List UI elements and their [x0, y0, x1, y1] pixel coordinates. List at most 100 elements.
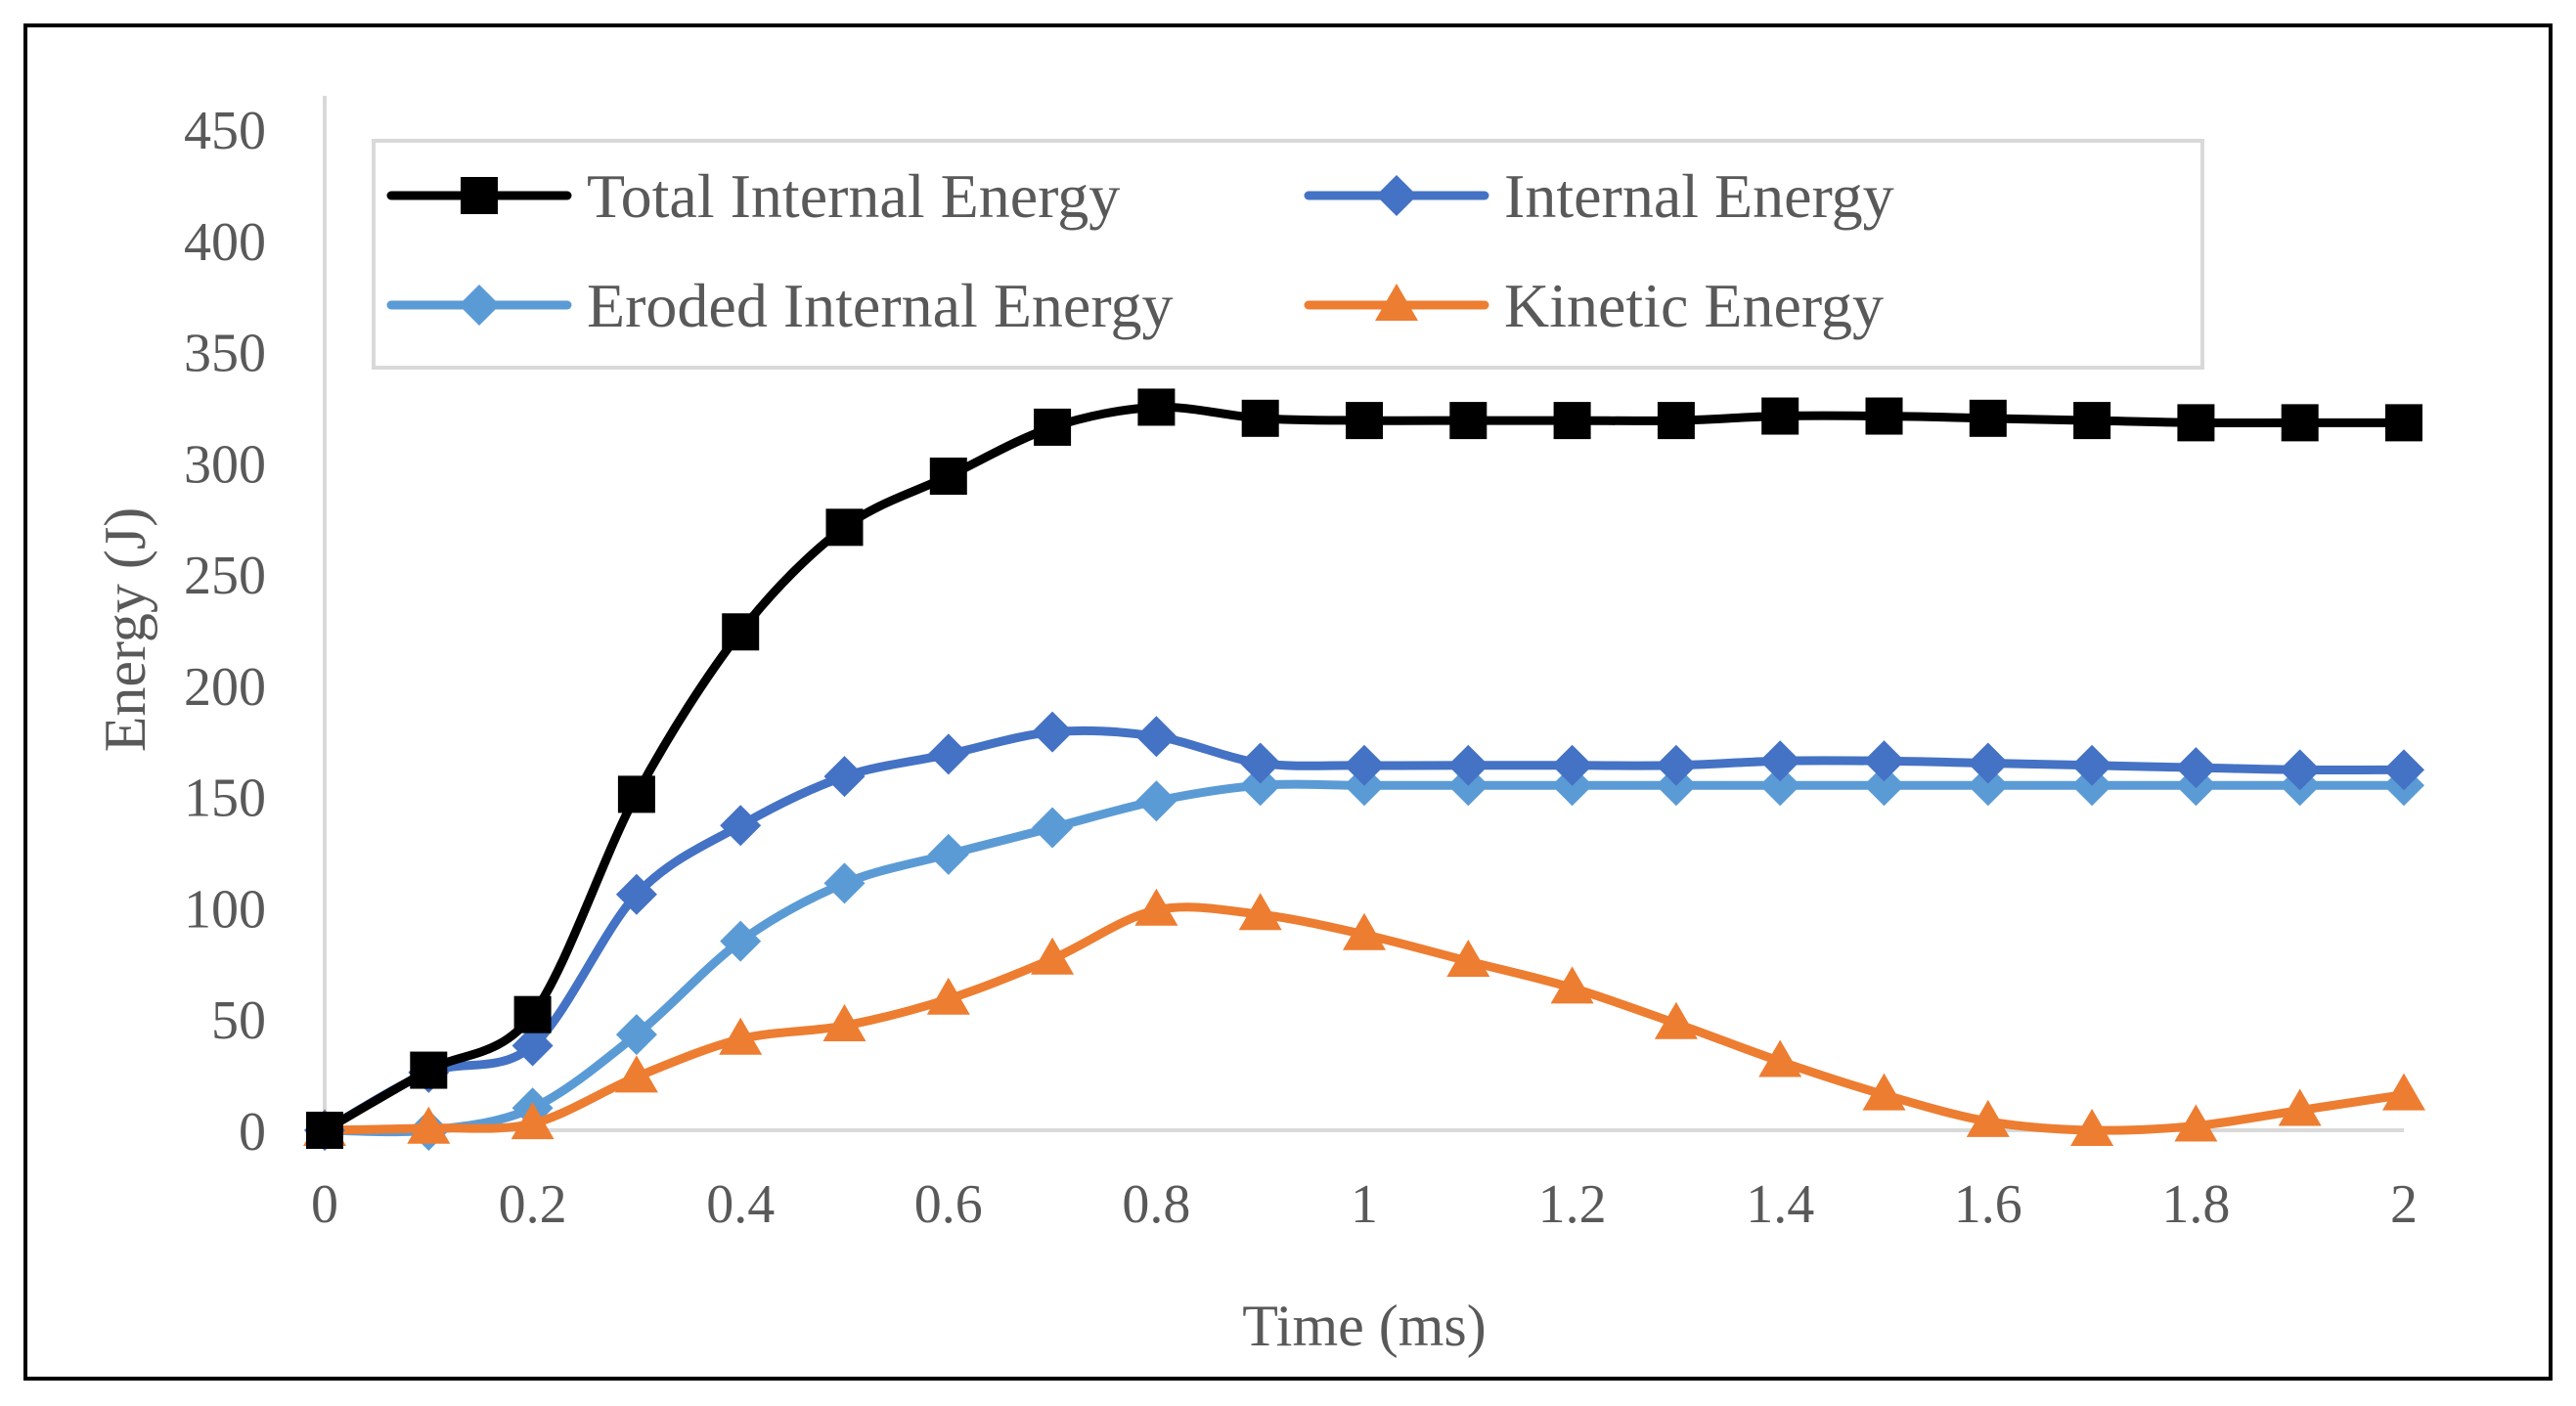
legend-entry: Eroded Internal Energy	[386, 271, 1173, 340]
y-tick-label: 200	[184, 657, 266, 718]
series-kinetic-energy	[303, 888, 2425, 1146]
data-point	[1344, 744, 1385, 786]
y-tick-label: 0	[239, 1102, 266, 1163]
data-point	[927, 733, 969, 775]
data-point	[2177, 404, 2215, 442]
y-axis-title: Energy (J)	[93, 507, 157, 753]
data-point	[719, 1017, 763, 1055]
data-point	[2073, 402, 2111, 440]
legend-label: Eroded Internal Energy	[587, 271, 1173, 340]
legend-label: Kinetic Energy	[1504, 271, 1884, 340]
data-point	[1865, 397, 1903, 435]
x-tick-label: 1	[1351, 1174, 1378, 1235]
legend-label: Internal Energy	[1504, 161, 1894, 231]
data-point	[1134, 888, 1178, 926]
legend-swatch-marker	[1376, 175, 1417, 216]
data-point	[1449, 402, 1488, 440]
y-tick-label: 50	[211, 990, 266, 1051]
data-point	[1238, 893, 1282, 931]
data-point	[825, 508, 864, 547]
data-point	[1446, 940, 1490, 978]
axes: 0 50 100 150 200 250 300 350 400 450 0 0.2 0.4 0.6 0.8…	[184, 96, 2418, 1235]
y-tick-label: 350	[184, 324, 266, 384]
data-point	[615, 873, 657, 915]
x-tick-label: 0.6	[914, 1174, 983, 1235]
legend-entry: Internal Energy	[1304, 161, 1894, 231]
data-point	[1032, 807, 1074, 849]
data-point	[2383, 749, 2424, 791]
legend-swatch-marker	[459, 285, 500, 326]
legend-swatch-marker	[1375, 284, 1418, 321]
y-tick-label: 300	[184, 434, 266, 495]
data-point	[1654, 1001, 1698, 1039]
chart-frame: 0 50 100 150 200 250 300 350 400 450 0 0.2 0.4 0.6 0.8…	[23, 23, 2553, 1381]
x-tick-label: 1.6	[1954, 1174, 2022, 1235]
energy-line-chart: 0 50 100 150 200 250 300 350 400 450 0 0.2 0.4 0.6 0.8…	[93, 96, 2425, 1358]
y-tick-label: 150	[184, 769, 266, 829]
data-point	[1346, 402, 1383, 440]
data-point	[1550, 966, 1594, 1004]
data-point	[1655, 744, 1697, 786]
data-point	[1551, 744, 1593, 786]
data-point	[1032, 711, 1074, 753]
data-point	[929, 457, 967, 495]
data-point	[1758, 1039, 1802, 1077]
data-point	[1657, 402, 1695, 440]
y-tick-label: 100	[184, 879, 266, 940]
data-point	[926, 977, 970, 1015]
data-point	[1135, 716, 1177, 758]
data-point	[1863, 765, 1905, 807]
data-point	[720, 920, 762, 962]
legend-box	[372, 139, 2204, 370]
data-point	[2174, 1104, 2218, 1142]
data-point	[927, 833, 969, 875]
data-point	[2279, 749, 2321, 791]
data-point	[1966, 1099, 2010, 1137]
data-point	[2071, 744, 2113, 786]
y-tick-label: 250	[184, 546, 266, 606]
data-point	[722, 613, 760, 651]
legend-label: Total Internal Energy	[587, 161, 1120, 231]
data-point	[2278, 1088, 2322, 1126]
legend-swatch-marker	[461, 177, 498, 214]
data-point	[1759, 740, 1801, 782]
data-point	[822, 1004, 866, 1042]
data-point	[1241, 399, 1279, 437]
y-tick-label: 400	[184, 212, 266, 273]
data-point	[1761, 397, 1799, 435]
data-point	[1759, 765, 1801, 807]
data-point	[1553, 402, 1591, 440]
legend-entry: Kinetic Energy	[1304, 271, 1884, 340]
data-point	[1862, 1073, 1906, 1111]
data-point	[2385, 404, 2422, 442]
data-point	[1967, 765, 2009, 807]
data-point	[511, 1102, 555, 1140]
x-tick-label: 0	[311, 1174, 338, 1235]
data-point	[1135, 780, 1177, 822]
data-point	[1343, 912, 1386, 950]
legend: Total Internal Energy Internal Energy Erod…	[372, 139, 2204, 370]
data-point	[407, 1106, 451, 1144]
x-tick-label: 1.4	[1746, 1174, 1814, 1235]
data-point	[1969, 399, 2007, 437]
data-point	[823, 862, 866, 904]
x-tick-label: 0.8	[1122, 1174, 1190, 1235]
data-point	[513, 995, 552, 1033]
x-axis-title: Time (ms)	[1242, 1294, 1487, 1358]
data-point	[2281, 404, 2319, 442]
data-point	[2175, 747, 2217, 789]
data-point	[614, 1055, 658, 1093]
data-point	[823, 756, 866, 798]
data-point	[306, 1112, 343, 1149]
x-tick-label: 2	[2390, 1174, 2418, 1235]
data-point	[617, 775, 655, 813]
data-point	[410, 1051, 448, 1089]
data-point	[720, 805, 762, 847]
data-point	[2070, 1109, 2114, 1146]
data-point	[1034, 408, 1072, 446]
data-point	[1137, 388, 1176, 426]
data-point	[1239, 742, 1281, 784]
data-point	[511, 1025, 554, 1067]
data-point	[1967, 742, 2009, 784]
y-tick-label: 450	[184, 101, 266, 161]
